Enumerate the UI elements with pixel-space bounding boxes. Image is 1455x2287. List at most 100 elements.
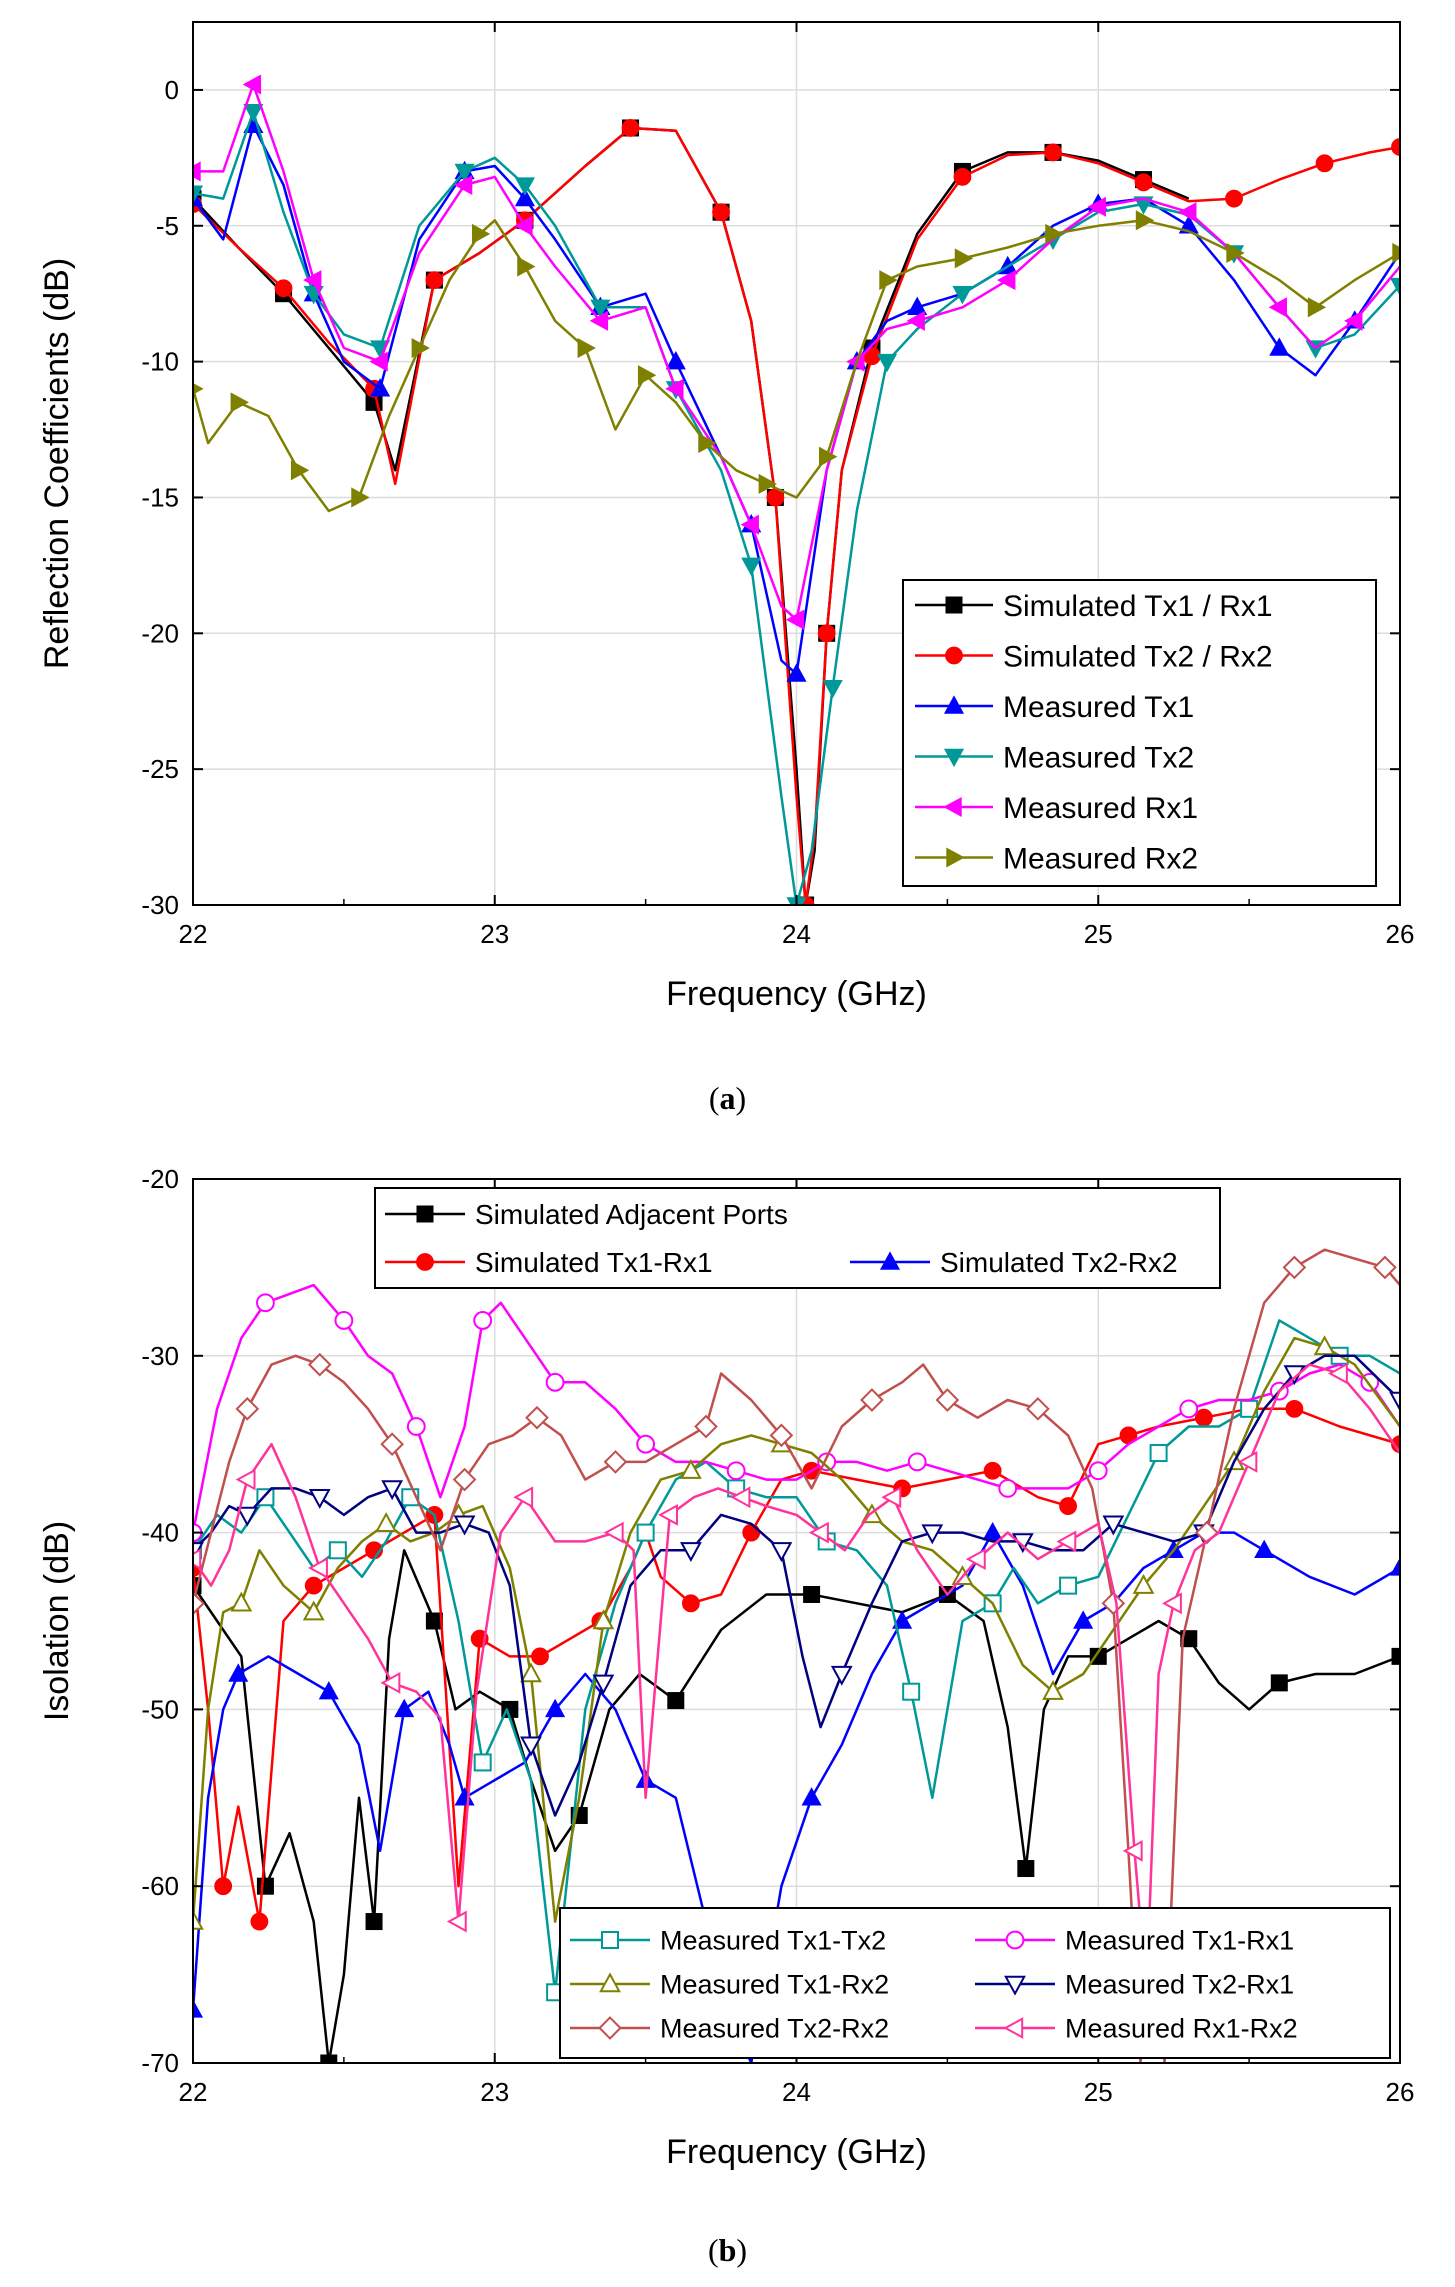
data-point bbox=[998, 1479, 1018, 1498]
data-point bbox=[808, 1521, 829, 1544]
legend-marker bbox=[599, 1972, 621, 1993]
data-point bbox=[320, 2054, 338, 2063]
data-point bbox=[1313, 1335, 1336, 1356]
series-line bbox=[193, 110, 1400, 905]
panel-label-a: (a) bbox=[708, 1080, 747, 1116]
data-point bbox=[375, 1512, 398, 1532]
data-point bbox=[636, 1523, 655, 1542]
x-tick-label: 26 bbox=[1386, 2077, 1415, 2107]
data-point bbox=[525, 1405, 549, 1430]
data-point bbox=[1044, 143, 1062, 162]
data-point bbox=[513, 1486, 534, 1509]
x-axis-label: Frequency (GHz) bbox=[666, 975, 927, 1013]
data-point bbox=[592, 1609, 615, 1630]
data-point bbox=[425, 271, 444, 290]
data-point bbox=[1178, 202, 1197, 223]
data-point bbox=[380, 1432, 404, 1457]
data-point bbox=[1026, 1397, 1050, 1421]
data-point bbox=[1042, 1680, 1064, 1700]
data-point bbox=[531, 1647, 549, 1666]
data-point bbox=[603, 1521, 624, 1544]
legend-label: Measured Tx1-Rx1 bbox=[1065, 1926, 1294, 1956]
legend-item-measured-tx2-rx1: Measured Tx2-Rx1 bbox=[975, 1970, 1294, 2000]
data-point bbox=[193, 187, 204, 207]
data-point bbox=[308, 1489, 331, 1509]
data-point bbox=[193, 1999, 204, 2018]
x-tick-label: 22 bbox=[179, 919, 208, 949]
data-point bbox=[681, 1594, 700, 1613]
data-point bbox=[1391, 1647, 1400, 1665]
data-point bbox=[370, 378, 391, 397]
legend-item-simulated-tx2-rx2: Simulated Tx2-Rx2 bbox=[850, 1247, 1178, 1278]
data-point bbox=[1389, 1557, 1400, 1576]
data-point bbox=[830, 1665, 853, 1686]
x-tick-label: 23 bbox=[480, 919, 509, 949]
data-point bbox=[256, 1293, 275, 1313]
legend-label: Simulated Adjacent Ports bbox=[475, 1199, 788, 1230]
x-tick-label: 25 bbox=[1084, 2077, 1113, 2107]
y-tick-label: -50 bbox=[141, 1694, 179, 1724]
data-point bbox=[997, 270, 1016, 291]
data-point bbox=[454, 1787, 475, 1806]
data-point bbox=[742, 1523, 761, 1542]
data-point bbox=[1056, 1530, 1077, 1553]
data-point bbox=[1344, 310, 1363, 331]
legend-item-measured-rx2: Measured Rx2 bbox=[915, 842, 1198, 875]
data-point bbox=[193, 382, 204, 395]
data-point bbox=[250, 1912, 269, 1931]
data-point bbox=[1089, 1647, 1107, 1665]
data-point bbox=[514, 187, 535, 207]
data-point bbox=[242, 74, 262, 95]
data-point bbox=[545, 1372, 565, 1392]
data-point bbox=[712, 203, 730, 222]
data-point bbox=[785, 609, 805, 630]
legend-item-measured-tx1-rx2: Measured Tx1-Rx2 bbox=[570, 1970, 889, 2000]
legend-label: Simulated Tx1-Rx1 bbox=[475, 1247, 713, 1278]
legend-label: Measured Rx1 bbox=[1003, 792, 1198, 825]
legend-item-measured-tx2-rx2: Measured Tx2-Rx2 bbox=[570, 2014, 889, 2044]
y-axis-label: Isolation (dB) bbox=[38, 1521, 76, 1721]
data-point bbox=[694, 1414, 718, 1439]
data-point bbox=[453, 174, 473, 196]
data-point bbox=[665, 350, 686, 370]
data-point bbox=[935, 1388, 960, 1412]
data-point bbox=[902, 1682, 921, 1701]
data-point bbox=[952, 285, 973, 305]
y-tick-label: -60 bbox=[141, 1871, 179, 1901]
chart-reflection-coefficients: 22 23 24 25 26 0 -5 -10 -15 -20 -25 -30 Frequency (G… bbox=[38, 21, 1414, 1013]
data-point bbox=[328, 1541, 347, 1560]
legend-item-measured-tx1-tx2: Measured Tx1-Tx2 bbox=[570, 1926, 886, 1956]
data-point bbox=[1178, 215, 1199, 234]
data-point bbox=[1132, 1573, 1155, 1594]
legend-label: Measured Tx2-Rx1 bbox=[1065, 1970, 1294, 2000]
data-point bbox=[803, 1585, 821, 1603]
data-point bbox=[235, 1468, 256, 1491]
data-point bbox=[1285, 1399, 1304, 1418]
data-point bbox=[658, 1504, 678, 1526]
data-point bbox=[381, 1480, 404, 1501]
panel-label-b: (b) bbox=[707, 2232, 748, 2268]
legend-marker bbox=[945, 596, 963, 614]
legend-marker bbox=[946, 847, 965, 868]
y-tick-label: 0 bbox=[165, 75, 179, 105]
data-point bbox=[1179, 1399, 1199, 1419]
data-point bbox=[473, 1311, 493, 1330]
y-axis-label: Reflection Coefficients (dB) bbox=[38, 258, 76, 669]
data-point bbox=[1237, 1450, 1258, 1473]
data-point bbox=[1315, 154, 1334, 173]
data-point bbox=[1149, 1444, 1168, 1463]
data-point bbox=[1045, 223, 1064, 244]
data-point bbox=[1282, 1255, 1307, 1280]
series-measured-tx1-rx2 bbox=[193, 1335, 1400, 1930]
data-point bbox=[1073, 1610, 1094, 1629]
legend-item-measured-rx1-rx2: Measured Rx1-Rx2 bbox=[975, 2014, 1298, 2044]
y-tick-label: -70 bbox=[141, 2048, 179, 2078]
chart-isolation: 22 23 24 25 26 -20 -30 -40 -50 -60 -70 Frequency (G… bbox=[38, 1164, 1415, 2171]
data-point bbox=[304, 1576, 323, 1595]
legend-item-measured-tx1: Measured Tx1 bbox=[915, 691, 1194, 724]
data-point bbox=[1194, 1408, 1213, 1427]
data-point bbox=[667, 1692, 685, 1710]
x-tick-label: 24 bbox=[782, 2077, 811, 2107]
data-point bbox=[394, 1698, 415, 1718]
legend-label: Measured Tx1-Rx2 bbox=[660, 1970, 889, 2000]
